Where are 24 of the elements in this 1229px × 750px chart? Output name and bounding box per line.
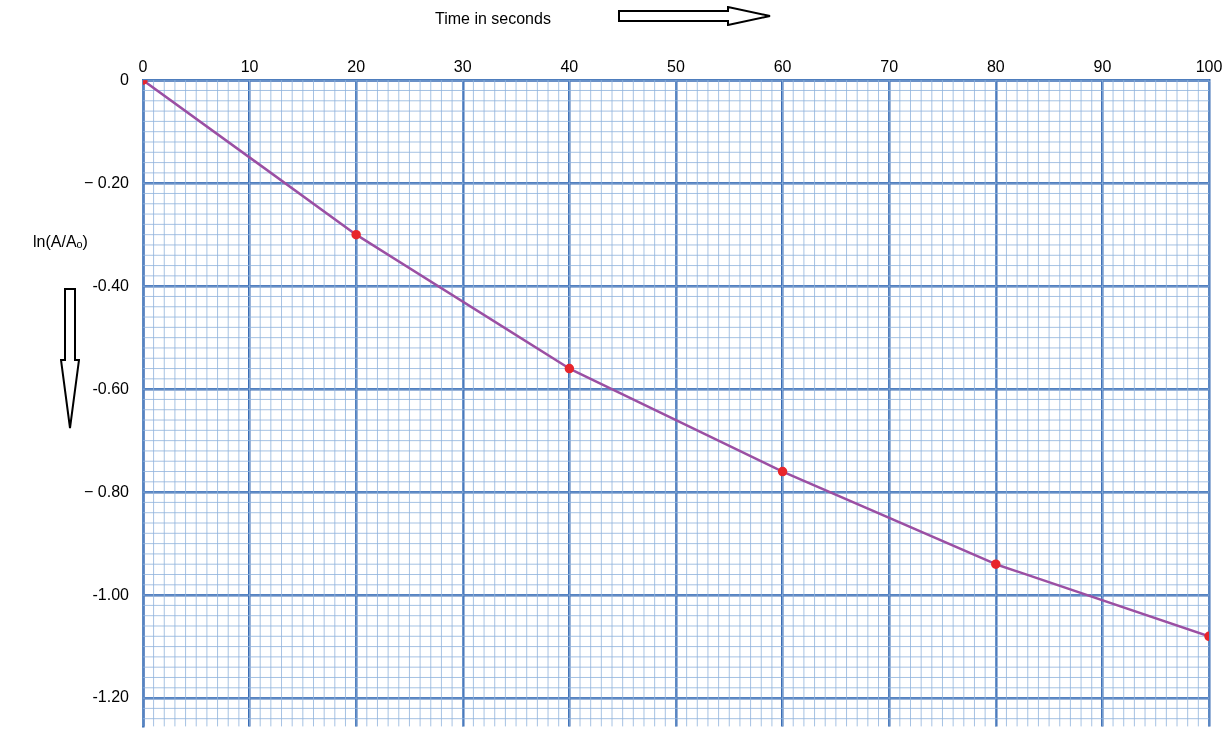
x-tick-label: 90 [1093,58,1112,76]
y-tick-label: -0.60 [92,379,130,397]
y-axis-title: ln(A/Aₒ) [33,233,88,251]
x-tick-label: 20 [347,58,366,76]
y-tick-label: 0 [120,70,130,88]
point [991,559,1001,569]
x-tick-label: 60 [773,58,792,76]
y-tick-label: -1.20 [92,688,130,706]
x-axis-title: Time in seconds [435,10,551,28]
y-tick-label: − 0.80 [83,482,130,500]
x-tick-label: 80 [986,58,1005,76]
x-tick-label: 40 [560,58,579,76]
x-tick-label: 10 [240,58,259,76]
y-tick-label: -1.00 [92,585,130,603]
x-tick-label: 70 [880,58,899,76]
x-tick-label: 30 [453,58,472,76]
point [564,363,575,374]
x-tick-label: 100 [1195,58,1223,76]
y-tick-label: − 0.20 [83,173,130,191]
y-tick-label: -0.40 [92,276,130,294]
x-tick-label: 0 [138,58,148,76]
point [777,466,788,477]
x-tick-label: 50 [667,58,685,76]
point [351,229,361,240]
